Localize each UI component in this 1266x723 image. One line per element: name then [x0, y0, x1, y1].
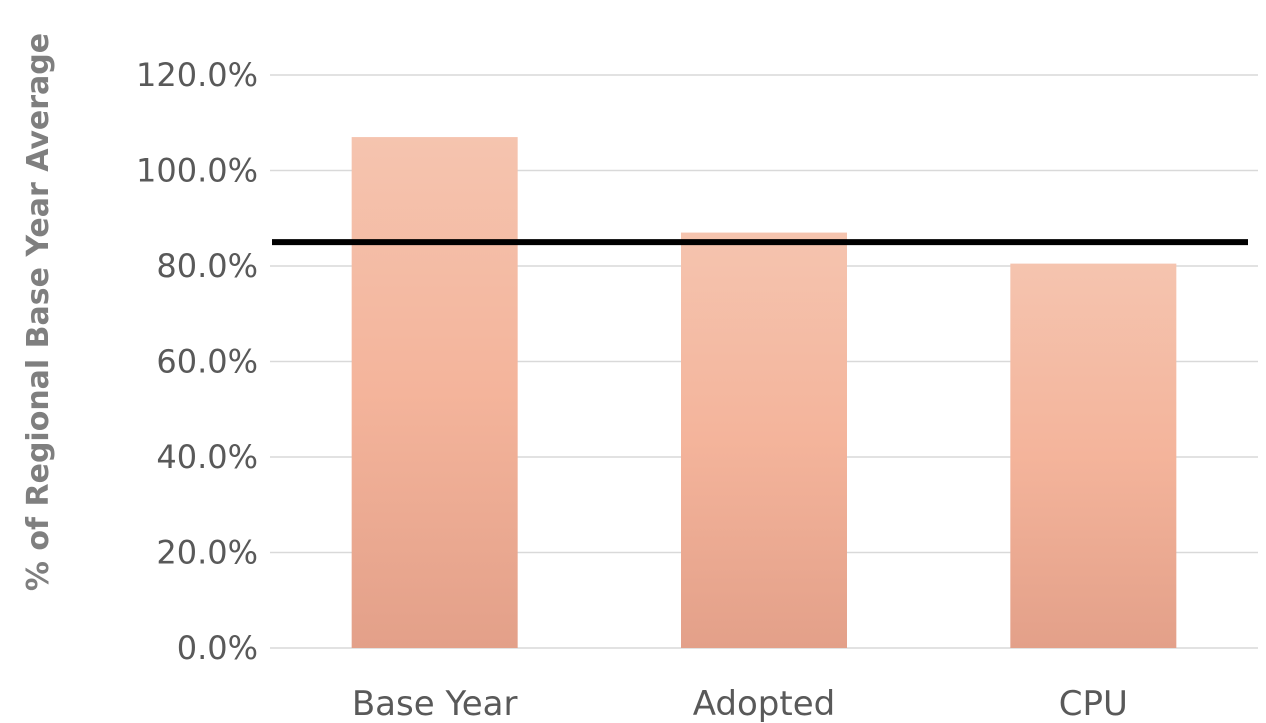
y-tick-label: 100.0% [136, 152, 258, 190]
bars [351, 137, 1177, 648]
y-tick-label: 80.0% [156, 247, 258, 285]
x-axis-categories: Base Year Adopted CPU [352, 684, 1128, 723]
y-tick-label: 120.0% [136, 56, 258, 94]
bar-base-year [351, 137, 518, 648]
bar-cpu [1010, 263, 1177, 648]
x-category-label: CPU [1059, 684, 1128, 723]
y-tick-label: 20.0% [156, 534, 258, 572]
bar-adopted [681, 232, 847, 648]
y-tick-label: 0.0% [177, 629, 258, 667]
y-axis-title: % of Regional Base Year Average [21, 33, 56, 591]
x-category-label: Base Year [352, 684, 518, 723]
y-tick-label: 40.0% [156, 438, 258, 476]
y-tick-label: 60.0% [156, 343, 258, 381]
x-category-label: Adopted [693, 684, 835, 723]
y-axis-ticks: 0.0% 20.0% 40.0% 60.0% 80.0% 100.0% 120.0% [136, 56, 258, 667]
